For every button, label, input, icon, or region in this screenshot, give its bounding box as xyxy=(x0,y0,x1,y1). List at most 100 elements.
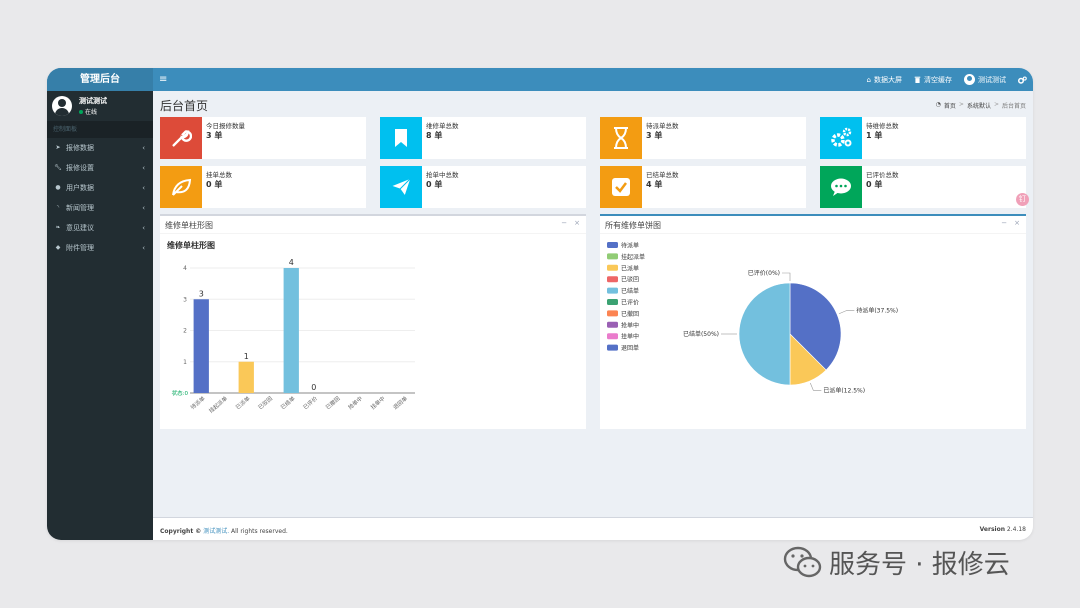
x-tick-label: 挂单中 xyxy=(369,394,387,411)
legend-swatch xyxy=(607,253,618,260)
x-tick-label: 退回单 xyxy=(391,394,409,411)
gears-icon xyxy=(1018,75,1027,84)
stat-label: 待派单总数 xyxy=(646,122,679,130)
legend-label: 挂起派单 xyxy=(621,253,645,261)
sidebar-item-repair-settings[interactable]: 🔧︎ 报修设置 ‹ xyxy=(47,158,153,178)
panel-header: 所有维修单饼图 − × xyxy=(600,216,1026,234)
dashboard-icon: ◔ xyxy=(935,101,941,108)
sidebar-item-feedback[interactable]: ❧ 意见建议 ‹ xyxy=(47,218,153,238)
sidebar-item-label: 用户数据 xyxy=(66,184,94,192)
x-tick-label: 已撤回 xyxy=(324,394,342,411)
panel-header: 维修单柱形图 − × xyxy=(160,216,586,234)
panel-title: 所有维修单饼图 xyxy=(605,221,661,230)
topnav-data-screen-label: 数据大屏 xyxy=(874,75,902,84)
stat-label: 已结单总数 xyxy=(646,171,679,179)
pie-label-line xyxy=(810,382,822,391)
main-content: 后台首页 ◔ 首页 > 系统默认 > 后台首页 今日报修数量 3 单 维修单总数… xyxy=(153,91,1033,540)
x-tick-label: 已结单 xyxy=(279,394,297,411)
gears-icon xyxy=(820,117,862,159)
chevron-left-icon: ‹ xyxy=(142,204,145,212)
close-button[interactable]: × xyxy=(1014,219,1020,227)
stat-value: 3 单 xyxy=(646,131,663,140)
sidebar-item-repair-data[interactable]: ➤ 报修数据 ‹ xyxy=(47,138,153,158)
x-tick-label: 抢单中 xyxy=(346,394,364,411)
legend-swatch xyxy=(607,299,618,305)
stat-total-orders[interactable]: 维修单总数 8 单 xyxy=(380,117,586,159)
stat-completed-orders[interactable]: 已结单总数 4 单 xyxy=(600,166,806,208)
legend-label: 挂单中 xyxy=(621,333,639,341)
wrench-icon xyxy=(160,117,202,159)
app-logo[interactable]: 管理后台 xyxy=(47,68,153,91)
stat-hanging-orders[interactable]: 挂单总数 0 单 xyxy=(160,166,366,208)
copyright-suffix: All rights reserved. xyxy=(231,528,288,535)
bar xyxy=(283,268,299,393)
sidebar: 测试测试 在线 控制面板 ➤ 报修数据 ‹ 🔧︎ 报修设置 ‹ ● 用户数据 ‹… xyxy=(47,91,153,540)
copyright-prefix: Copyright © xyxy=(160,528,202,535)
bar xyxy=(193,299,209,393)
admin-window: 管理后台 ≡ ⌂ 数据大屏 清空缓存 测试测试 测试测试 xyxy=(47,68,1033,540)
trash-icon xyxy=(914,76,921,83)
topnav-user-menu[interactable]: 测试测试 xyxy=(964,74,1006,85)
pie-label: 已派单(12.5%) xyxy=(823,386,865,394)
collapse-button[interactable]: − xyxy=(1001,219,1008,227)
stat-pending-dispatch[interactable]: 待派单总数 3 单 xyxy=(600,117,806,159)
y-tick-label: 3 xyxy=(183,296,187,303)
sidebar-toggle-button[interactable]: ≡ xyxy=(159,74,168,85)
stat-value: 0 单 xyxy=(206,180,223,189)
floating-button[interactable]: 钉 xyxy=(1016,193,1029,206)
breadcrumb-system[interactable]: 系统默认 xyxy=(966,103,991,110)
breadcrumb-home[interactable]: 首页 xyxy=(943,103,956,110)
stat-label: 挂单总数 xyxy=(206,171,232,179)
bar-chart-panel: 维修单柱形图 − × 维修单柱形图 1 2 3 4 状态:0 3 待派单 挂起派单 1 已派单 已驳… xyxy=(160,214,586,429)
bar-value-label: 3 xyxy=(199,289,204,298)
sidebar-item-user-data[interactable]: ● 用户数据 ‹ xyxy=(47,178,153,198)
legend-swatch xyxy=(607,344,618,351)
collapse-button[interactable]: − xyxy=(561,219,568,227)
topnav-settings[interactable] xyxy=(1018,75,1027,84)
watermark: 服务号 · 报修云 xyxy=(783,544,1010,581)
x-tick-label: 已驳回 xyxy=(256,394,274,411)
watermark-text: 服务号 · 报修云 xyxy=(829,550,1010,580)
legend-swatch xyxy=(607,321,618,328)
topnav-user-name: 测试测试 xyxy=(978,75,1006,84)
breadcrumb-current: 后台首页 xyxy=(1001,103,1026,110)
legend-label: 已驳回 xyxy=(621,276,639,284)
home-icon: ⌂ xyxy=(866,75,871,84)
copyright-link[interactable]: 测试测试. xyxy=(203,528,230,535)
pie-slice xyxy=(789,282,842,371)
sidebar-item-attachments[interactable]: ◆ 附件管理 ‹ xyxy=(47,238,153,258)
stat-rated-orders[interactable]: 已评价总数 0 单 xyxy=(820,166,1026,208)
topnav-data-screen[interactable]: ⌂ 数据大屏 xyxy=(867,75,902,85)
sidebar-user-status[interactable]: 在线 xyxy=(79,107,97,116)
bar-chart: 维修单柱形图 1 2 3 4 状态:0 3 待派单 挂起派单 1 已派单 已驳回 4 已结单 0 已评价 已撤… xyxy=(167,240,415,415)
user-panel: 测试测试 在线 xyxy=(47,91,153,121)
chart-title: 维修单柱形图 xyxy=(167,240,215,250)
pie-slice xyxy=(738,282,791,386)
legend-swatch xyxy=(607,287,618,294)
x-tick-label: 挂起派单 xyxy=(207,394,229,415)
bar xyxy=(238,361,254,393)
sidebar-item-news[interactable]: ◝ 新闻管理 ‹ xyxy=(47,198,153,218)
chevron-left-icon: ‹ xyxy=(142,164,145,172)
wrench-icon: 🔧︎ xyxy=(54,164,62,171)
x-tick-label: 已派单 xyxy=(234,394,252,411)
pie-label: 待派单(37.5%) xyxy=(856,307,898,315)
chevron-left-icon: ‹ xyxy=(142,144,145,152)
y-tick-label: 4 xyxy=(183,265,187,272)
sidebar-user-name: 测试测试 xyxy=(79,97,107,105)
stat-value: 0 单 xyxy=(866,180,883,189)
stat-pending-repair[interactable]: 待维修总数 1 单 xyxy=(820,117,1026,159)
legend-swatch xyxy=(607,276,618,283)
topnav-clear-cache[interactable]: 清空缓存 xyxy=(914,75,952,85)
stat-grabbing-orders[interactable]: 抢单中总数 0 单 xyxy=(380,166,586,208)
close-button[interactable]: × xyxy=(574,219,580,227)
copyright: Copyright © 测试测试. All rights reserved. xyxy=(160,526,288,535)
stat-label: 今日报修数量 xyxy=(206,122,245,130)
sidebar-nav-header: 控制面板 xyxy=(47,121,153,138)
check-square-icon xyxy=(600,166,642,208)
online-dot-icon xyxy=(79,109,83,114)
chevron-left-icon: ‹ xyxy=(142,244,145,252)
sidebar-item-label: 意见建议 xyxy=(66,224,94,232)
stat-today-repairs[interactable]: 今日报修数量 3 单 xyxy=(160,117,366,159)
